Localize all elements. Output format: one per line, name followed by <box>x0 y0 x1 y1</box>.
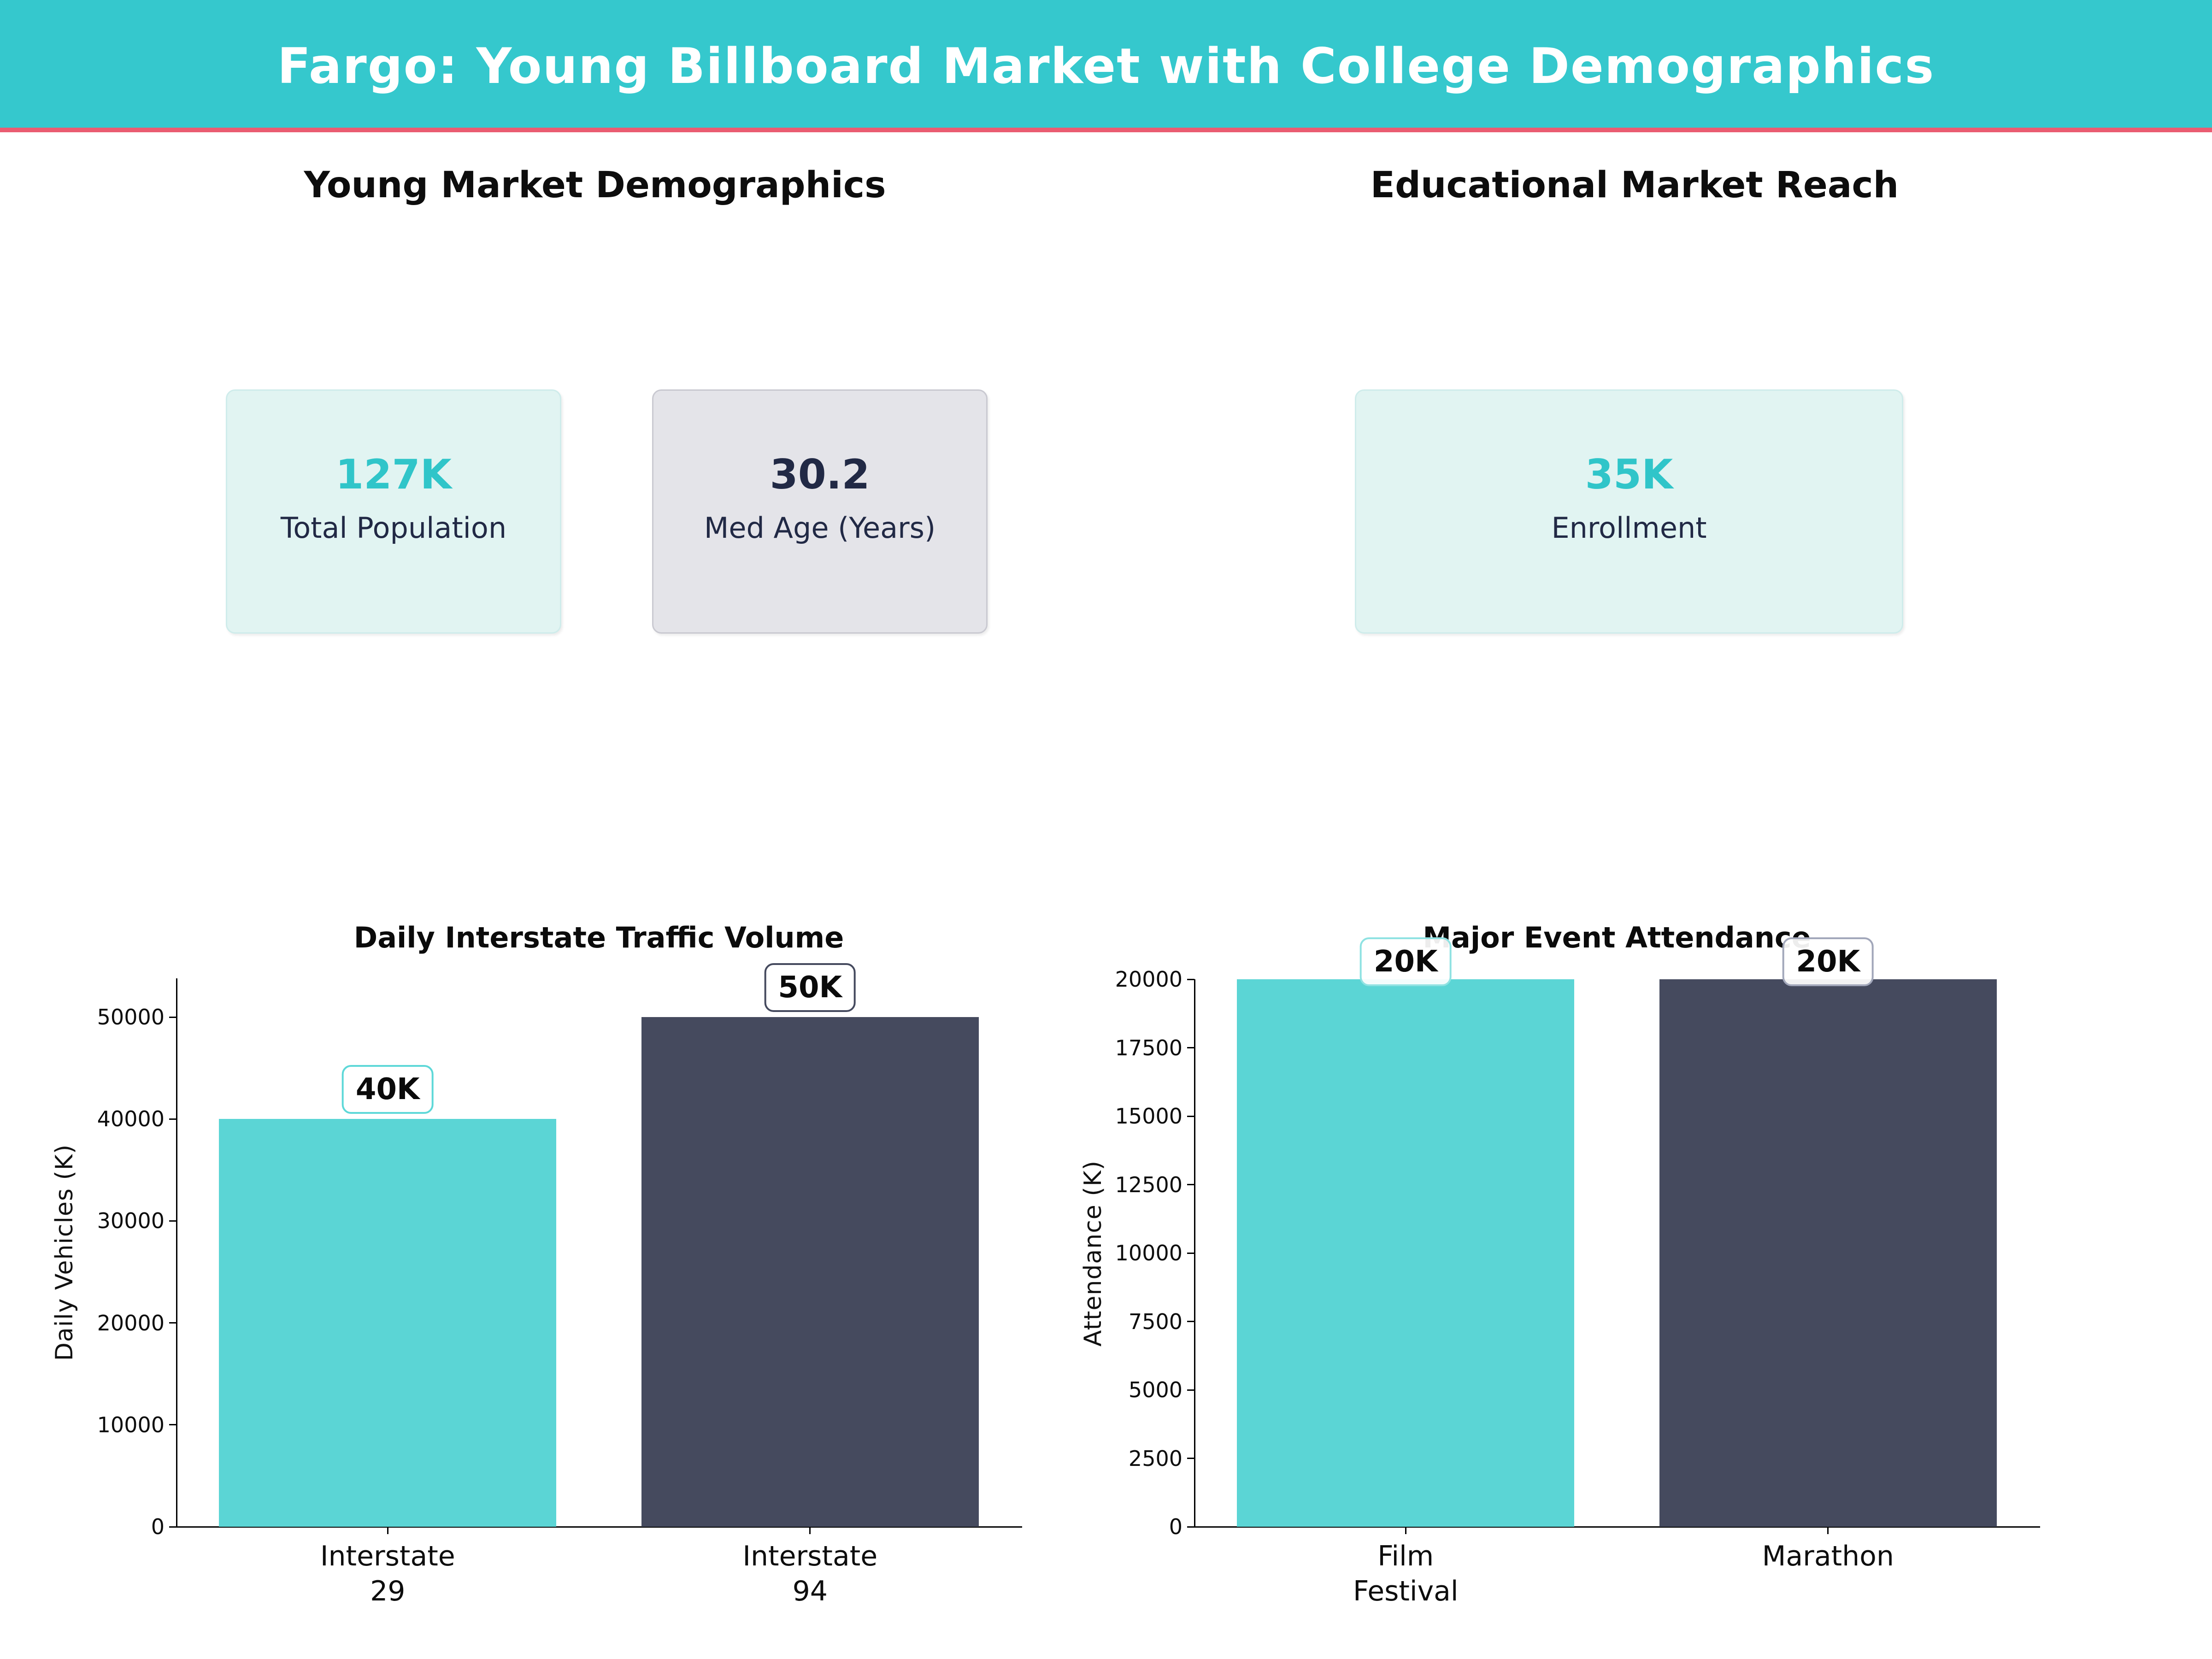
y-tick-mark <box>169 1424 176 1426</box>
y-tick-label: 10000 <box>1115 1241 1182 1265</box>
x-tick-mark <box>1827 1527 1829 1534</box>
page-title: Fargo: Young Billboard Market with Colle… <box>277 38 1935 94</box>
section-title-demographics: Young Market Demographics <box>304 165 886 206</box>
x-tick-label-line: Interstate <box>320 1540 455 1572</box>
bar-marathon <box>1659 979 1997 1527</box>
y-tick-mark <box>169 1220 176 1222</box>
kpi-value: 30.2 <box>770 451 870 498</box>
x-tick-mark <box>387 1527 388 1534</box>
y-tick-mark <box>1187 978 1194 980</box>
y-tick-label: 17500 <box>1115 1035 1182 1060</box>
y-tick-label: 0 <box>151 1514 165 1539</box>
kpi-card-median-age: 30.2 Med Age (Years) <box>652 389 988 634</box>
y-tick-label: 12500 <box>1115 1172 1182 1197</box>
x-tick-label-line: Film <box>1377 1540 1434 1572</box>
bar-interstate-94 <box>641 1017 979 1527</box>
y-tick-mark <box>169 1016 176 1018</box>
x-tick-label: Interstate 29 <box>320 1539 455 1609</box>
y-tick-mark <box>1187 1047 1194 1048</box>
y-tick-label: 20000 <box>97 1310 165 1335</box>
bar-interstate-29 <box>219 1119 557 1527</box>
kpi-label: Med Age (Years) <box>704 511 936 545</box>
y-tick-mark <box>169 1526 176 1528</box>
kpi-label: Total Population <box>280 511 507 545</box>
x-tick-label-line: Festival <box>1353 1575 1459 1607</box>
y-tick-mark <box>1187 1115 1194 1117</box>
y-tick-label: 10000 <box>97 1412 165 1437</box>
y-tick-mark <box>1187 1321 1194 1322</box>
x-tick-label: Film Festival <box>1353 1539 1459 1609</box>
y-tick-mark <box>1187 1252 1194 1254</box>
kpi-label: Enrollment <box>1551 511 1707 545</box>
y-axis-spine <box>176 978 177 1527</box>
y-tick-mark <box>169 1118 176 1120</box>
y-tick-mark <box>1187 1389 1194 1391</box>
kpi-value: 35K <box>1585 451 1673 498</box>
bar-film-festival <box>1237 979 1575 1527</box>
x-tick-label-line: 29 <box>370 1575 406 1607</box>
chart-title: Major Event Attendance <box>1423 921 1811 954</box>
section-title-education: Educational Market Reach <box>1370 165 1899 206</box>
chart-title: Daily Interstate Traffic Volume <box>353 921 844 954</box>
bar-value-label: 50K <box>764 963 856 1012</box>
x-tick-label-line: Interstate <box>742 1540 878 1572</box>
y-tick-label: 0 <box>1169 1514 1182 1539</box>
x-tick-label-line: Marathon <box>1762 1540 1894 1572</box>
x-axis-spine <box>176 1526 1022 1528</box>
header-banner: Fargo: Young Billboard Market with Colle… <box>0 0 2212 132</box>
bar-value-label: 20K <box>1359 937 1452 986</box>
y-tick-label: 2500 <box>1128 1446 1182 1471</box>
y-tick-mark <box>169 1322 176 1324</box>
x-tick-label-line: 94 <box>792 1575 828 1607</box>
x-tick-label: Marathon <box>1762 1539 1894 1574</box>
y-tick-label: 40000 <box>97 1106 165 1132</box>
bar-value-label: 20K <box>1782 937 1874 986</box>
y-tick-label: 20000 <box>1115 967 1182 992</box>
y-tick-label: 5000 <box>1128 1377 1182 1402</box>
y-tick-label: 15000 <box>1115 1104 1182 1129</box>
x-tick-mark <box>809 1527 811 1534</box>
header-background <box>0 0 2212 132</box>
kpi-value: 127K <box>335 451 452 498</box>
y-tick-label: 30000 <box>97 1208 165 1234</box>
kpi-card-total-population: 127K Total Population <box>226 389 561 634</box>
y-tick-label: 7500 <box>1128 1309 1182 1334</box>
kpi-card-enrollment: 35K Enrollment <box>1355 389 1903 634</box>
x-tick-label: Interstate 94 <box>742 1539 877 1609</box>
x-tick-mark <box>1405 1527 1406 1534</box>
y-tick-mark <box>1187 1184 1194 1185</box>
y-tick-label: 50000 <box>97 1005 165 1030</box>
x-axis-spine <box>1194 1526 2040 1528</box>
y-tick-mark <box>1187 1526 1194 1528</box>
y-axis-spine <box>1194 979 1195 1527</box>
y-tick-mark <box>1187 1458 1194 1459</box>
bar-value-label: 40K <box>341 1065 434 1114</box>
